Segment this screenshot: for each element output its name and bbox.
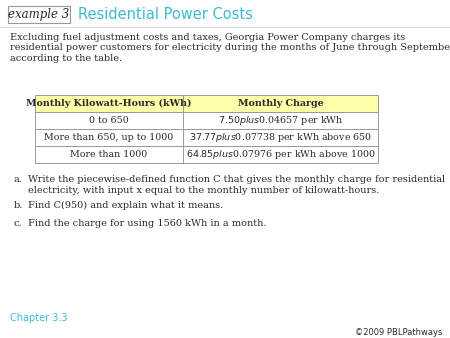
Text: Write the piecewise-defined function C that gives the monthly charge for residen: Write the piecewise-defined function C t… xyxy=(28,175,445,184)
Text: residential power customers for electricity during the months of June through Se: residential power customers for electric… xyxy=(10,44,450,52)
Bar xyxy=(35,129,378,146)
Bar xyxy=(35,112,378,129)
Text: Monthly Kilowatt-Hours (kWh): Monthly Kilowatt-Hours (kWh) xyxy=(26,99,192,108)
Text: More than 650, up to 1000: More than 650, up to 1000 xyxy=(45,133,174,142)
Bar xyxy=(35,95,378,112)
Text: Monthly Charge: Monthly Charge xyxy=(238,99,323,108)
Text: Find C(950) and explain what it means.: Find C(950) and explain what it means. xyxy=(28,201,223,210)
Text: $7.50 plus $0.04657 per kWh: $7.50 plus $0.04657 per kWh xyxy=(218,114,343,127)
Text: electricity, with input x equal to the monthly number of kilowatt-hours.: electricity, with input x equal to the m… xyxy=(28,186,379,195)
Text: c.: c. xyxy=(14,219,22,228)
Text: b.: b. xyxy=(14,201,23,210)
Text: 0 to 650: 0 to 650 xyxy=(89,116,129,125)
Text: Excluding fuel adjustment costs and taxes, Georgia Power Company charges its: Excluding fuel adjustment costs and taxe… xyxy=(10,33,405,42)
Text: Residential Power Costs: Residential Power Costs xyxy=(78,7,253,22)
FancyBboxPatch shape xyxy=(8,6,70,23)
Text: according to the table.: according to the table. xyxy=(10,54,122,63)
Text: More than 1000: More than 1000 xyxy=(70,150,148,159)
Text: a.: a. xyxy=(14,175,23,184)
Text: ©2009 PBLPathways: ©2009 PBLPathways xyxy=(355,328,442,337)
Text: example 3: example 3 xyxy=(9,8,70,21)
Text: Find the charge for using 1560 kWh in a month.: Find the charge for using 1560 kWh in a … xyxy=(28,219,266,228)
Text: Chapter 3.3: Chapter 3.3 xyxy=(10,313,68,323)
Bar xyxy=(35,146,378,163)
Text: $37.77 plus $0.07738 per kWh above 650: $37.77 plus $0.07738 per kWh above 650 xyxy=(189,131,372,144)
Text: $64.85 plus $0.07976 per kWh above 1000: $64.85 plus $0.07976 per kWh above 1000 xyxy=(185,148,375,161)
